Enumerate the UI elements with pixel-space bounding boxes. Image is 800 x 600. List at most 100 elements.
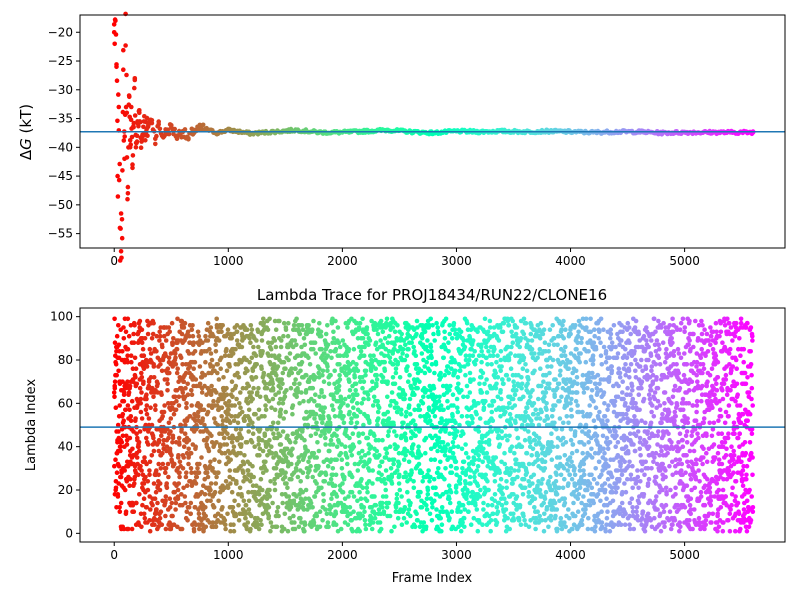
- lambda-point: [220, 422, 225, 428]
- lambda-point: [583, 359, 589, 365]
- lambda-point: [311, 346, 316, 352]
- lambda-point: [419, 470, 425, 476]
- lambda-point: [163, 494, 169, 499]
- lambda-point: [332, 368, 338, 374]
- lambda-point: [420, 479, 426, 484]
- y-tick-label: −20: [48, 25, 73, 39]
- lambda-point: [476, 453, 481, 458]
- lambda-point: [527, 435, 532, 441]
- lambda-point: [306, 355, 311, 361]
- lambda-point: [404, 409, 409, 415]
- lambda-point: [463, 472, 469, 478]
- lambda-point: [479, 349, 485, 354]
- lambda-point: [483, 472, 489, 478]
- lambda-point: [187, 333, 192, 339]
- lambda-point: [461, 431, 466, 437]
- lambda-point: [333, 522, 339, 527]
- lambda-point: [136, 472, 141, 478]
- lambda-point: [397, 385, 402, 391]
- lambda-point: [459, 388, 464, 393]
- delta-g-point: [141, 119, 147, 124]
- lambda-point: [262, 414, 267, 419]
- lambda-point: [134, 431, 139, 437]
- lambda-point: [494, 505, 500, 510]
- lambda-point: [335, 325, 341, 330]
- lambda-point: [267, 494, 273, 499]
- lambda-point: [256, 407, 262, 413]
- delta-g-point: [203, 126, 208, 132]
- lambda-point: [412, 407, 417, 413]
- lambda-point: [455, 375, 461, 380]
- lambda-point: [499, 364, 504, 369]
- lambda-point: [121, 526, 127, 532]
- lambda-point: [121, 398, 127, 404]
- lambda-point: [484, 390, 490, 395]
- lambda-point: [219, 405, 225, 411]
- lambda-point: [562, 353, 568, 359]
- lambda-point: [114, 372, 119, 378]
- lambda-point: [558, 368, 563, 374]
- lambda-point: [143, 422, 148, 428]
- lambda-point: [510, 340, 516, 346]
- lambda-point: [162, 403, 167, 408]
- lambda-point: [286, 494, 292, 499]
- lambda-point: [116, 429, 121, 434]
- lambda-point: [454, 489, 459, 495]
- lambda-point: [232, 403, 237, 408]
- lambda-point: [477, 494, 483, 499]
- lambda-point: [424, 344, 429, 350]
- lambda-point: [249, 355, 255, 361]
- lambda-point: [419, 505, 425, 510]
- lambda-point: [412, 392, 417, 398]
- lambda-point: [403, 342, 408, 348]
- lambda-point: [121, 418, 126, 424]
- lambda-point: [429, 362, 435, 367]
- lambda-point: [347, 388, 353, 393]
- lambda-point: [112, 394, 117, 400]
- lambda-point: [256, 526, 262, 532]
- lambda-point: [356, 325, 362, 330]
- lambda-point: [153, 489, 159, 495]
- lambda-point: [410, 453, 416, 458]
- lambda-point: [161, 442, 166, 447]
- lambda-point: [464, 414, 470, 419]
- lambda-point: [154, 507, 159, 512]
- lambda-point: [457, 368, 463, 374]
- lambda-point: [425, 487, 431, 493]
- lambda-point: [205, 435, 210, 441]
- lambda-point: [182, 494, 188, 499]
- lambda-point: [174, 346, 180, 352]
- lambda-point: [269, 450, 275, 456]
- lambda-point: [312, 494, 318, 499]
- lambda-point: [366, 396, 371, 402]
- frame-index-x-axis-label: Frame Index: [392, 571, 473, 586]
- lambda-point: [189, 327, 195, 333]
- lambda-point: [526, 489, 532, 495]
- lambda-point: [523, 320, 529, 326]
- lambda-point: [139, 524, 144, 530]
- lambda-point: [349, 453, 355, 458]
- lambda-point: [289, 453, 294, 458]
- lambda-point: [281, 320, 287, 326]
- lambda-point: [361, 396, 367, 402]
- lambda-point: [176, 481, 181, 486]
- lambda-point: [498, 476, 504, 482]
- lambda-point: [128, 418, 134, 424]
- lambda-point: [422, 329, 428, 335]
- lambda-point: [344, 505, 349, 510]
- lambda-point: [196, 470, 202, 476]
- lambda-point: [179, 492, 184, 497]
- lambda-point: [405, 379, 411, 385]
- lambda-point: [566, 420, 571, 426]
- lambda-point: [196, 511, 202, 517]
- lambda-point: [230, 505, 236, 510]
- x-tick-label: 5000: [669, 254, 700, 268]
- lambda-point: [498, 325, 503, 330]
- lambda-point: [242, 418, 247, 424]
- lambda-point: [476, 429, 482, 434]
- delta-g-point: [125, 191, 131, 196]
- lambda-point: [386, 333, 392, 339]
- lambda-point: [590, 362, 596, 367]
- lambda-point: [337, 377, 343, 382]
- lambda-point: [480, 522, 485, 527]
